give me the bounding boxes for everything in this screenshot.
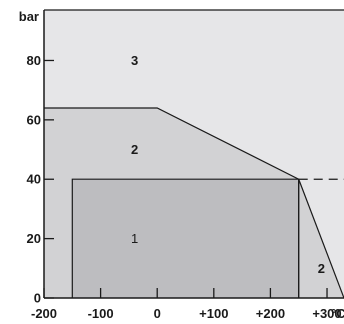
y-tick-label: 20	[27, 231, 41, 246]
y-tick-label: 40	[27, 172, 41, 187]
y-tick-label: 0	[34, 291, 41, 306]
x-tick-label: +300	[312, 306, 341, 321]
region-4-label: 1	[131, 231, 138, 246]
region-2-right-boundary	[298, 179, 344, 299]
x-tick-label: 0	[154, 306, 161, 321]
region-4-area	[72, 179, 299, 298]
x-tick-label: -200	[31, 306, 57, 321]
x-axis-unit-label: °C	[331, 306, 344, 321]
region-2-label: 2	[131, 142, 138, 157]
region-1-label: 3	[131, 53, 138, 68]
region-3-label: 2	[318, 261, 325, 276]
x-tick-label: +200	[256, 306, 285, 321]
y-axis-unit-label: bar	[19, 9, 39, 24]
x-tick-label: +100	[199, 306, 228, 321]
y-tick-label: 60	[27, 112, 41, 127]
x-tick-label: -100	[88, 306, 114, 321]
region-1-boundary	[71, 178, 300, 298]
region-layer	[44, 10, 344, 298]
boundary-lines	[44, 107, 344, 299]
label-layer: 3 2 2 1	[131, 53, 325, 276]
axes-layer: 0 20 40 60 80 -200 -100 0 +100 +200 +300 bar °C	[19, 9, 344, 321]
y-tick-label: 80	[27, 53, 41, 68]
